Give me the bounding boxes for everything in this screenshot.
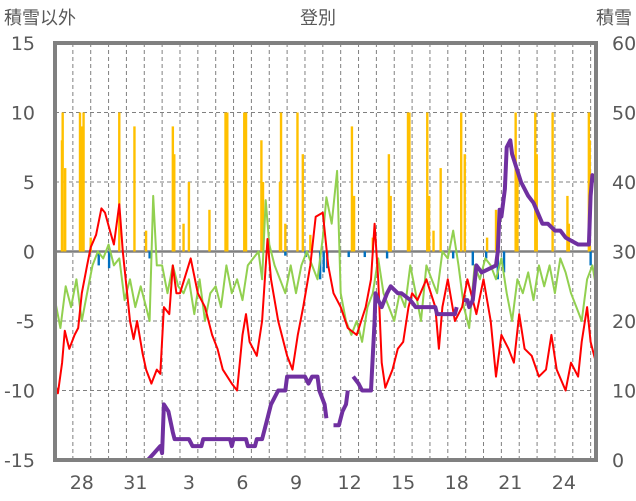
yellow-bar — [243, 112, 246, 252]
yellow-bar — [352, 195, 356, 252]
yellow-bar — [78, 112, 82, 252]
yellow-bar — [427, 195, 431, 252]
right-tick-label: 40 — [612, 172, 636, 194]
yellow-bar — [61, 112, 64, 252]
lines — [54, 138, 598, 462]
yellow-bar — [463, 154, 466, 252]
yellow-bar — [439, 168, 442, 252]
right-axis-title: 積雪 — [596, 8, 632, 29]
yellow-bar — [187, 182, 191, 252]
yellow-bar — [426, 112, 429, 252]
yellow-bar — [408, 112, 411, 252]
blue-bar — [322, 251, 325, 273]
yellow-bar — [260, 140, 263, 252]
yellow-bar — [389, 195, 392, 252]
yellow-bar — [516, 168, 519, 252]
yellow-bar — [244, 112, 248, 252]
left-tick-label: 0 — [23, 242, 35, 264]
yellow-bar — [118, 112, 121, 252]
left-tick-label: -15 — [4, 450, 35, 472]
blue-bar — [347, 251, 350, 258]
yellow-bar — [89, 237, 92, 252]
x-tick-label: 6 — [236, 472, 248, 494]
blue-bar — [363, 251, 366, 258]
x-tick-label: 15 — [391, 472, 415, 494]
yellow-bar — [406, 112, 410, 252]
blue-bar — [471, 251, 475, 266]
yellow-bar — [535, 154, 538, 252]
blue-bar — [97, 251, 100, 266]
left-tick-label: 5 — [23, 172, 35, 194]
yellow-bar — [459, 112, 463, 252]
x-tick-label: 18 — [445, 472, 469, 494]
right-tick-label: 30 — [612, 242, 636, 264]
x-tick-label: 28 — [70, 472, 94, 494]
right-tick-label: 0 — [612, 450, 624, 472]
plot-frame — [53, 41, 598, 462]
yellow-bar — [551, 112, 554, 252]
yellow-bar — [350, 126, 354, 252]
yellow-bar — [261, 182, 265, 252]
yellow-bar — [224, 112, 227, 252]
red-line — [54, 203, 597, 395]
yellow-bar — [296, 112, 299, 252]
yellow-bar — [278, 182, 282, 252]
yellow-bar — [432, 230, 435, 252]
green-line — [54, 169, 597, 343]
right-tick-label: 20 — [612, 311, 636, 333]
x-tick-label: 12 — [338, 472, 362, 494]
left-tick-label: 15 — [11, 33, 35, 55]
yellow-bar — [494, 209, 498, 252]
x-tick-label: 9 — [290, 472, 302, 494]
yellow-bar — [208, 209, 211, 252]
right-tick-label: 10 — [612, 381, 636, 403]
x-tick-label: 21 — [498, 472, 522, 494]
yellow-bar — [173, 154, 176, 252]
blue-bar — [107, 251, 111, 269]
yellow-bar — [485, 237, 489, 252]
yellow-bar — [226, 112, 229, 252]
yellow-bar — [82, 112, 85, 252]
yellow-bar — [309, 234, 312, 252]
yellow-bar — [514, 112, 517, 252]
left-tick-label: -5 — [16, 311, 35, 333]
yellow-bar — [534, 112, 537, 252]
yellow-bar — [301, 154, 305, 252]
blue-bar — [502, 251, 506, 273]
x-tick-label: 24 — [552, 472, 576, 494]
blue-bar — [385, 251, 389, 259]
yellow-bar — [182, 223, 185, 252]
yellow-bar — [387, 154, 391, 252]
right-tick-label: 60 — [612, 33, 636, 55]
purple-line — [55, 138, 598, 462]
yellow-bar — [133, 126, 136, 252]
left-tick-label: -10 — [4, 381, 35, 403]
yellow-bar — [566, 195, 569, 252]
yellow-bar — [80, 126, 83, 252]
yellow-bar — [63, 168, 67, 252]
left-axis-title: 積雪以外 — [4, 8, 76, 29]
blue-bar — [148, 251, 151, 259]
blue-bar — [484, 251, 488, 259]
x-tick-label: 3 — [183, 472, 195, 494]
left-tick-label: 10 — [11, 103, 35, 125]
yellow-bar — [171, 126, 175, 252]
yellow-bar — [284, 223, 287, 252]
blue-bar — [589, 251, 592, 266]
yellow-bar — [144, 230, 148, 252]
x-tick-label: 31 — [123, 472, 147, 494]
blue-bar — [284, 251, 287, 256]
right-tick-label: 50 — [612, 103, 636, 125]
blue-bar — [451, 251, 455, 259]
chart-title: 登別 — [300, 8, 336, 29]
